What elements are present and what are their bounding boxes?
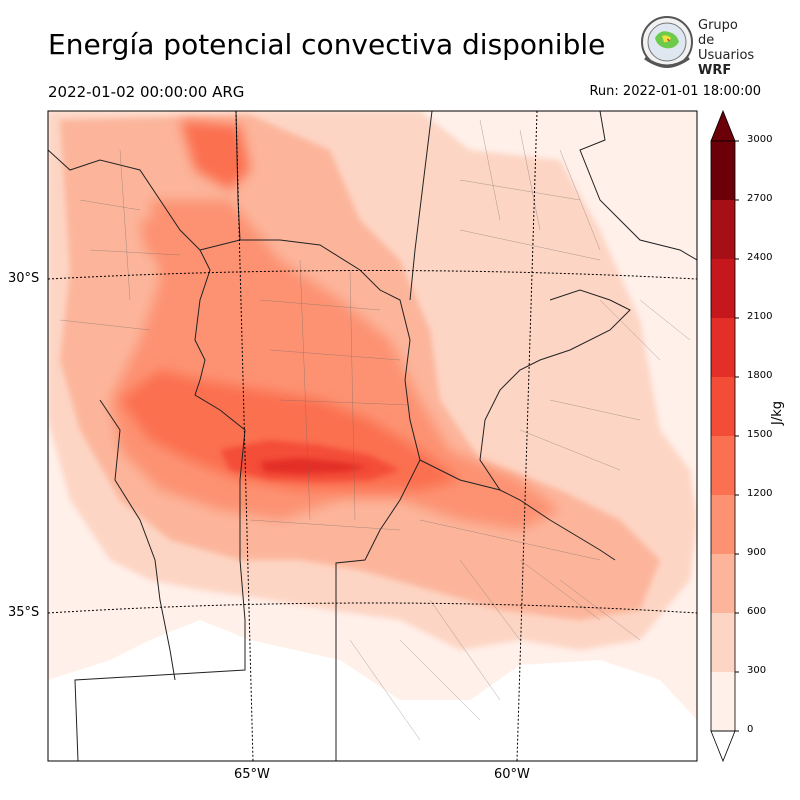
colorbar-segment (711, 318, 735, 377)
logo-line-3: WRF (698, 63, 732, 78)
colorbar-segment (711, 495, 735, 554)
colorbar-segment (711, 672, 735, 731)
colorbar-segment (711, 554, 735, 613)
department-lines (59, 119, 691, 741)
colorbar-tick-label: 2400 (747, 252, 773, 263)
map-title: Energía potencial convectiva disponible (48, 28, 606, 61)
colorbar-segment (711, 259, 735, 318)
colorbar-segments (711, 141, 735, 731)
logo-line-1: Grupo de (698, 18, 738, 48)
globe-seal-icon (641, 16, 693, 68)
colorbar-extend-top (710, 109, 736, 142)
colorbar-tick-label: 3000 (747, 134, 773, 145)
valid-time: 2022-01-02 00:00:00 ARG (48, 83, 245, 101)
colorbar-ticks (735, 140, 739, 732)
lat-label-35s: 35°S (8, 605, 40, 620)
colorbar-tick-label: 300 (747, 665, 767, 676)
colorbar-tick-label: 2700 (747, 193, 773, 204)
wrf-users-logo: Grupo de Usuarios WRF (638, 14, 758, 78)
colorbar-tick-label: 0 (747, 724, 754, 735)
colorbar-unit: J/kg (770, 401, 785, 425)
colorbar (710, 109, 739, 763)
colorbar-extend-bottom (710, 730, 736, 763)
colorbar-tick-label: 1200 (747, 488, 773, 499)
logo-line-2: Usuarios (698, 48, 755, 63)
colorbar-segment (711, 200, 735, 259)
colorbar-segment (711, 436, 735, 495)
colorbar-tick-label: 600 (747, 606, 767, 617)
colorbar-segment (711, 377, 735, 436)
run-time: Run: 2022-01-01 18:00:00 (589, 84, 761, 99)
lon-label-65w: 65°W (234, 767, 270, 782)
colorbar-tick-label: 1500 (747, 429, 773, 440)
colorbar-tick-label: 2100 (747, 311, 773, 322)
colorbar-tick-label: 900 (747, 547, 767, 558)
colorbar-segment (711, 141, 735, 200)
colorbar-segment (711, 613, 735, 672)
province-borders (48, 111, 697, 761)
lon-label-60w: 60°W (494, 767, 530, 782)
colorbar-tick-label: 1800 (747, 370, 773, 381)
map-frame (47, 110, 698, 762)
lat-label-30s: 30°S (8, 271, 40, 286)
graticule (48, 111, 697, 761)
cape-field (48, 111, 697, 761)
